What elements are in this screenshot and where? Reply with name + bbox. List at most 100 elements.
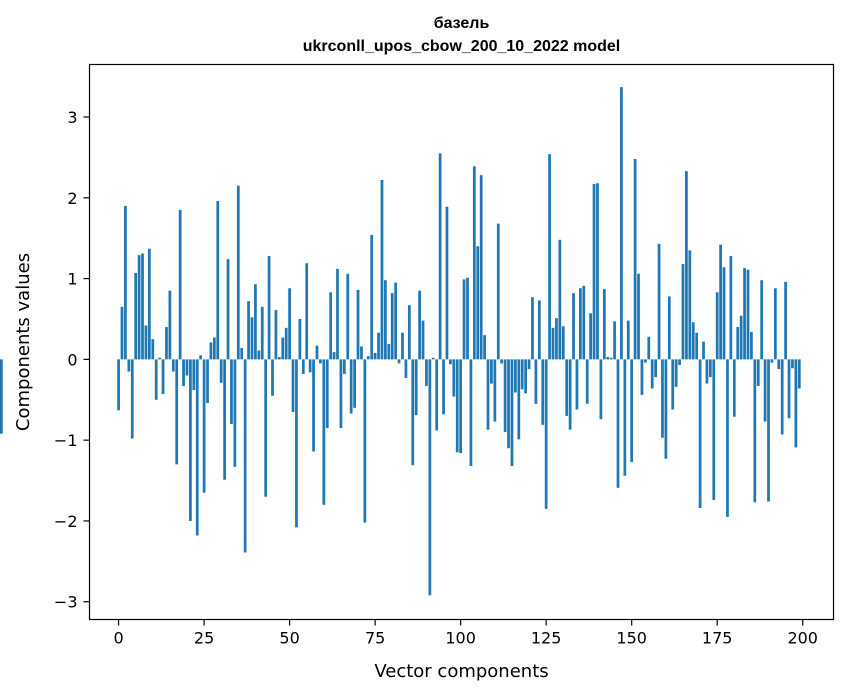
bar-30 <box>219 359 223 383</box>
bar-91 <box>428 359 432 596</box>
bar-144 <box>609 357 613 360</box>
bar-70 <box>356 289 360 360</box>
bar-35 <box>236 185 240 360</box>
bar-95 <box>442 359 445 415</box>
bar-15 <box>168 290 172 360</box>
bar-176 <box>719 244 722 360</box>
bar-93 <box>435 359 439 431</box>
bar-161 <box>667 296 671 360</box>
bar-140 <box>596 183 599 360</box>
bar-86 <box>411 359 415 466</box>
x-tick-label: 75 <box>365 629 385 648</box>
bar-47 <box>277 356 281 360</box>
bar-1 <box>120 306 124 360</box>
bar-192 <box>773 288 777 360</box>
bar-4 <box>130 359 134 439</box>
bar-154 <box>643 359 647 363</box>
bar-69 <box>353 359 356 408</box>
bar-9 <box>147 248 151 360</box>
bar-170 <box>698 359 702 509</box>
bar-127 <box>551 327 555 360</box>
bar-39 <box>250 317 254 360</box>
bar-102 <box>466 277 469 360</box>
bar-92 <box>431 357 435 360</box>
bar-184 <box>746 269 750 360</box>
bar-106 <box>479 175 483 360</box>
bar-143 <box>606 356 610 360</box>
bar-97 <box>449 359 452 365</box>
bar-167 <box>688 250 692 360</box>
bar-187 <box>756 359 760 387</box>
x-tick-label: 0 <box>113 629 123 648</box>
y-tick-label: −3 <box>54 593 78 612</box>
bar-32 <box>226 259 230 360</box>
bar-186 <box>753 359 757 503</box>
bar-194 <box>780 359 784 435</box>
y-tick-label: 2 <box>67 189 77 208</box>
bar-108 <box>486 359 490 430</box>
bar-57 <box>312 359 315 452</box>
bar-22 <box>192 359 196 391</box>
bar-98 <box>452 359 456 397</box>
bar-131 <box>565 359 569 416</box>
bar-169 <box>695 332 699 360</box>
bar-157 <box>654 359 657 378</box>
bar-197 <box>791 359 794 369</box>
bar-150 <box>630 359 634 462</box>
bar-41 <box>257 350 261 360</box>
bar-75 <box>373 352 377 360</box>
bar-123 <box>537 300 541 360</box>
bar-198 <box>794 359 798 448</box>
bar-142 <box>602 289 606 360</box>
bar-190 <box>767 359 770 502</box>
bar-179 <box>729 255 733 360</box>
bar-12 <box>158 357 161 360</box>
bar-38 <box>247 301 250 360</box>
x-tick-label: 25 <box>194 629 214 648</box>
bar-121 <box>531 297 534 360</box>
x-tick-label: 200 <box>787 629 818 648</box>
bar-10 <box>151 339 155 360</box>
bar-155 <box>647 336 651 360</box>
bar-164 <box>678 359 681 366</box>
y-tick-label: −2 <box>54 512 78 531</box>
bar-147 <box>620 87 623 360</box>
bar-105 <box>476 246 480 360</box>
y-axis-label: Components values <box>13 253 34 431</box>
bar-76 <box>377 332 380 360</box>
plot-frame <box>88 63 835 621</box>
bar-163 <box>674 359 678 387</box>
bar-79 <box>387 344 391 360</box>
bar-166 <box>685 171 688 360</box>
bar-126 <box>548 154 551 360</box>
bar-171 <box>702 341 705 360</box>
bar-29 <box>216 201 220 360</box>
bar-159 <box>661 359 664 438</box>
bar-137 <box>585 359 589 404</box>
bar-185 <box>750 331 753 360</box>
bar-124 <box>541 359 545 425</box>
bar-31 <box>223 359 226 480</box>
bar-18 <box>178 209 182 360</box>
bar-26 <box>206 359 209 403</box>
bar-42 <box>260 306 264 360</box>
bar-53 <box>298 318 302 360</box>
bar-undefined <box>0 359 3 434</box>
bar-156 <box>650 359 654 389</box>
bar-23 <box>195 359 199 536</box>
bar-134 <box>575 359 579 410</box>
bar-178 <box>726 359 729 517</box>
bar-24 <box>199 355 203 360</box>
bar-88 <box>418 290 421 360</box>
bar-199 <box>797 359 801 389</box>
bar-61 <box>325 359 329 429</box>
x-axis-label: Vector components <box>374 661 548 682</box>
bar-5 <box>134 272 138 360</box>
bars-group <box>0 87 801 596</box>
bar-13 <box>161 359 165 395</box>
bar-99 <box>455 359 459 453</box>
bar-133 <box>572 293 575 360</box>
bar-152 <box>637 273 640 360</box>
bar-181 <box>736 327 740 360</box>
bar-148 <box>623 359 627 476</box>
